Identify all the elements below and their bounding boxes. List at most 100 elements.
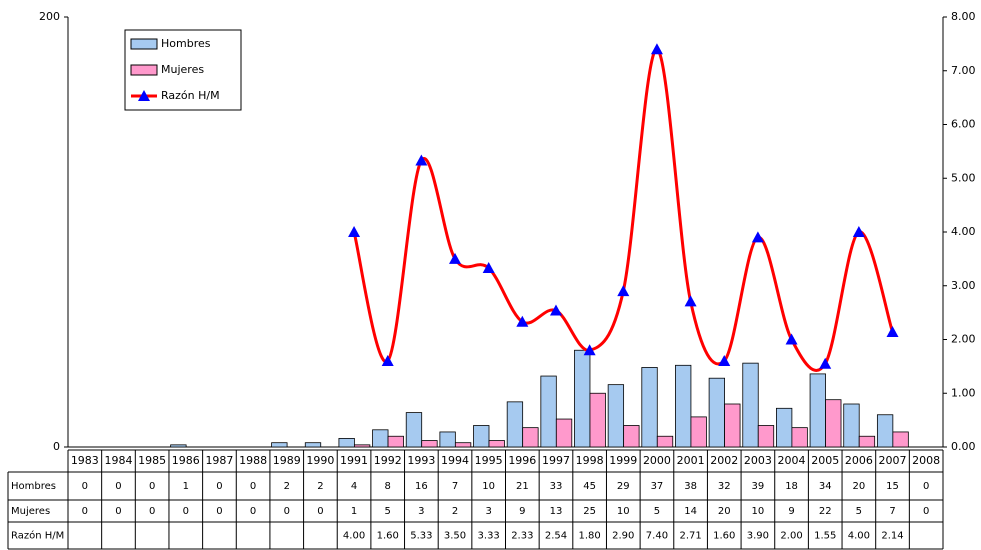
line (352, 47, 894, 372)
bar (488, 440, 505, 448)
x-tick-label: 1984 (104, 454, 132, 467)
x-tick-label: 2000 (643, 454, 671, 467)
bar (742, 362, 759, 448)
bar (506, 401, 524, 448)
bar (791, 427, 808, 448)
bar (825, 399, 842, 448)
x-tick-label: 1994 (441, 454, 469, 467)
y2-tick-label: 8.00 (951, 10, 976, 23)
x-tick-label: 2006 (845, 454, 873, 467)
bar (623, 425, 640, 448)
table-cell: 5 (385, 506, 391, 517)
bar (454, 442, 472, 448)
marker (751, 231, 764, 243)
bar (876, 414, 894, 448)
bar (421, 440, 438, 448)
bar (776, 407, 793, 448)
table-cell: 22 (819, 506, 832, 517)
x-tick-label: 1991 (340, 454, 368, 467)
bar (338, 437, 355, 448)
table-cell: 10 (617, 506, 630, 517)
x-tick-label: 1983 (71, 454, 99, 467)
table-cell: 2.90 (612, 531, 634, 542)
marker (516, 315, 529, 327)
bar (675, 364, 692, 448)
table-cell: 2.33 (511, 531, 533, 542)
table-cell: 0 (149, 506, 155, 517)
legend-label: Hombres (161, 37, 211, 50)
table-row-label: Hombres (11, 481, 56, 492)
table-cell: 5 (654, 506, 660, 517)
table-cell: 45 (583, 481, 596, 492)
table-cell: 2.71 (679, 531, 701, 542)
table-cell: 3.50 (444, 531, 466, 542)
table-cell: 0 (923, 481, 929, 492)
bar (858, 435, 876, 448)
bar (607, 384, 625, 448)
legend-marker (138, 90, 150, 101)
table-cell: 1.80 (579, 531, 601, 542)
marker (549, 304, 562, 316)
bar (892, 431, 909, 448)
table-cell: 0 (115, 506, 121, 517)
table-cell: 2 (452, 506, 458, 517)
bar (170, 444, 187, 448)
table-cell: 0 (250, 481, 256, 492)
bar (574, 349, 591, 448)
table-cell: 10 (482, 481, 495, 492)
table-cell: 4.00 (848, 531, 870, 542)
table-cell: 9 (788, 506, 794, 517)
table-cell: 9 (519, 506, 525, 517)
x-tick-label: 1995 (475, 454, 503, 467)
table-cell: 3.90 (747, 531, 769, 542)
table-cell: 2 (284, 481, 290, 492)
x-tick-label: 1997 (542, 454, 570, 467)
bar (522, 427, 539, 448)
bar (724, 403, 741, 448)
table-cell: 20 (852, 481, 865, 492)
y2-tick-label: 1.00 (951, 386, 976, 399)
table-cell: 1 (351, 506, 357, 517)
table-cell: 1.55 (814, 531, 836, 542)
marker (583, 344, 596, 356)
x-tick-label: 1989 (273, 454, 301, 467)
table-cell: 3 (418, 506, 424, 517)
legend-swatch (130, 64, 158, 76)
table-cell: 5 (856, 506, 862, 517)
legend-swatch (130, 38, 158, 50)
table-cell: 2.00 (780, 531, 802, 542)
bar (690, 416, 707, 448)
bar (708, 377, 725, 448)
table-cell: 0 (183, 506, 189, 517)
bar (353, 444, 371, 448)
table-cell: 38 (684, 481, 697, 492)
table-row-label: Razón H/M (11, 530, 64, 542)
table-cell: 25 (583, 506, 596, 517)
x-tick-label: 2001 (677, 454, 705, 467)
table-cell: 2.54 (545, 531, 567, 542)
table-cell: 0 (923, 506, 929, 517)
table-cell: 2 (317, 481, 323, 492)
table-cell: 5.33 (410, 531, 432, 542)
marker (449, 252, 462, 264)
y-tick-label: 0 (53, 440, 60, 453)
table-cell: 16 (415, 481, 428, 492)
table-cell: 8 (385, 481, 391, 492)
y2-tick-label: 6.00 (951, 118, 976, 131)
bar (656, 435, 674, 448)
table-cell: 32 (718, 481, 731, 492)
table-cell: 2.14 (881, 531, 903, 542)
table-cell: 0 (284, 506, 290, 517)
table-cell: 15 (886, 481, 899, 492)
table-cell: 0 (115, 481, 121, 492)
x-tick-label: 2004 (778, 454, 806, 467)
x-tick-label: 1993 (407, 454, 435, 467)
x-tick-label: 1992 (374, 454, 402, 467)
table-cell: 0 (82, 481, 88, 492)
x-tick-label: 1985 (138, 454, 166, 467)
table-cell: 0 (149, 481, 155, 492)
bar (271, 442, 288, 448)
table-cell: 34 (819, 481, 832, 492)
y2-tick-label: 5.00 (951, 171, 976, 184)
